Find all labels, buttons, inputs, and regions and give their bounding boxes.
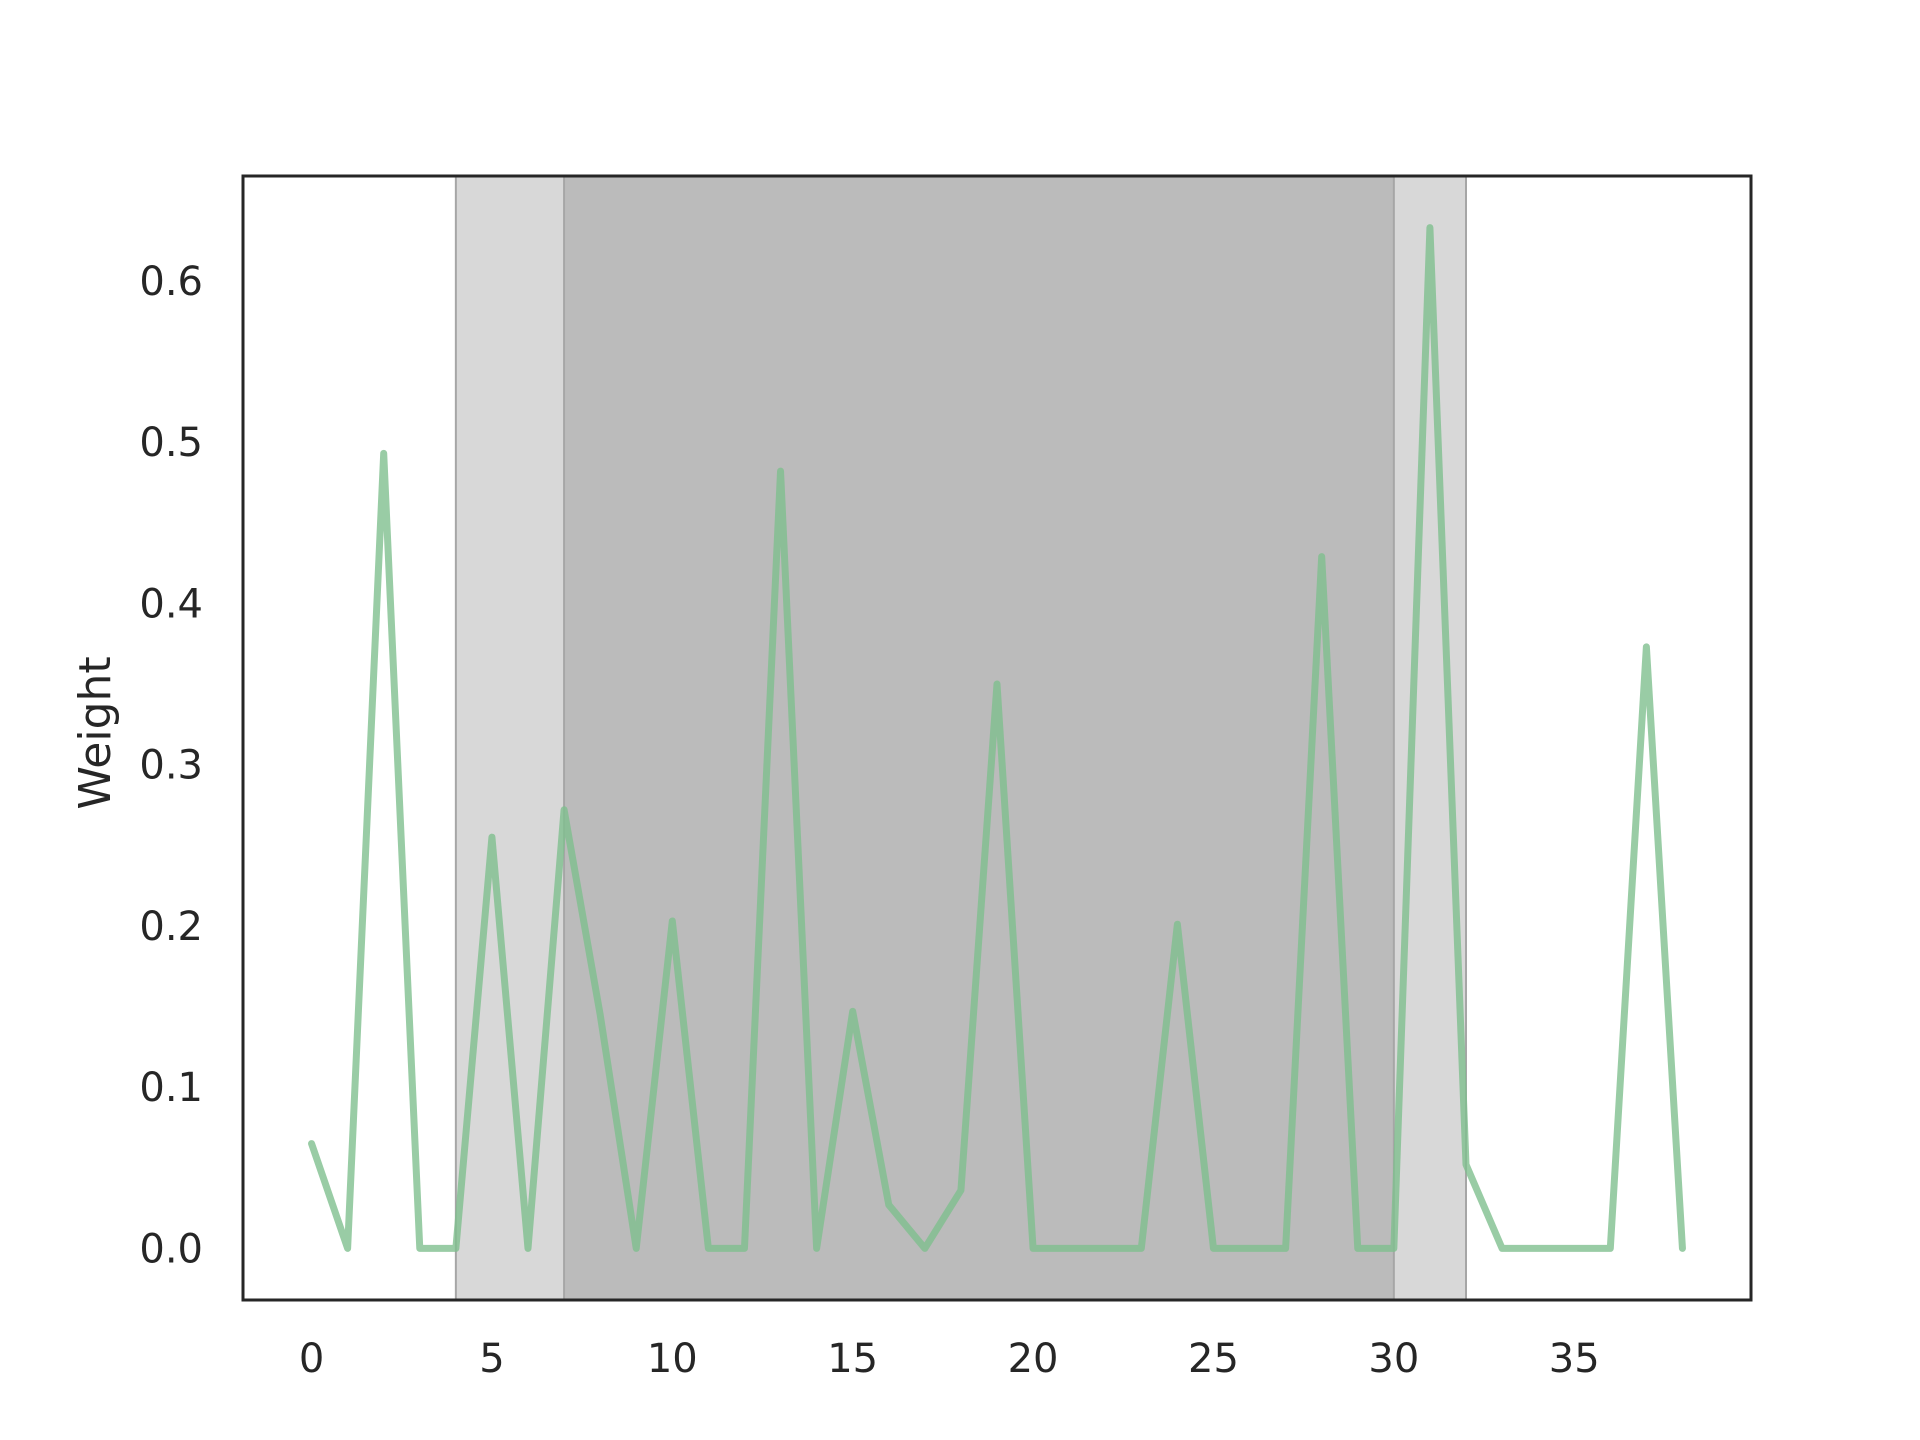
x-tick-label: 35 bbox=[1549, 1336, 1600, 1382]
x-tick-label: 25 bbox=[1188, 1336, 1239, 1382]
y-tick-label: 0.5 bbox=[139, 420, 203, 466]
x-tick-label: 30 bbox=[1368, 1336, 1419, 1382]
y-tick-label: 0.0 bbox=[139, 1226, 203, 1272]
x-tick-label: 10 bbox=[647, 1336, 698, 1382]
x-tick-label: 5 bbox=[479, 1336, 504, 1382]
plot-frame bbox=[241, 174, 1753, 1302]
y-tick-label: 0.1 bbox=[139, 1065, 203, 1111]
shaded-region-1 bbox=[564, 176, 1394, 1300]
y-tick-label: 0.6 bbox=[139, 259, 203, 305]
y-tick-label: 0.4 bbox=[139, 581, 203, 627]
y-tick-label: 0.3 bbox=[139, 743, 203, 789]
y-axis-label: Weight bbox=[70, 656, 121, 809]
x-tick-label: 15 bbox=[827, 1336, 878, 1382]
y-tick-label: 0.2 bbox=[139, 904, 203, 950]
x-tick-label: 20 bbox=[1008, 1336, 1059, 1382]
x-tick-label: 0 bbox=[299, 1336, 324, 1382]
data-line-series-0 bbox=[308, 224, 1686, 1252]
plot-area: 0 5 10 15 20 25 30 35 0.0 0.1 0.2 0.3 0.4 0.5 0.6 bbox=[139, 174, 1753, 1382]
